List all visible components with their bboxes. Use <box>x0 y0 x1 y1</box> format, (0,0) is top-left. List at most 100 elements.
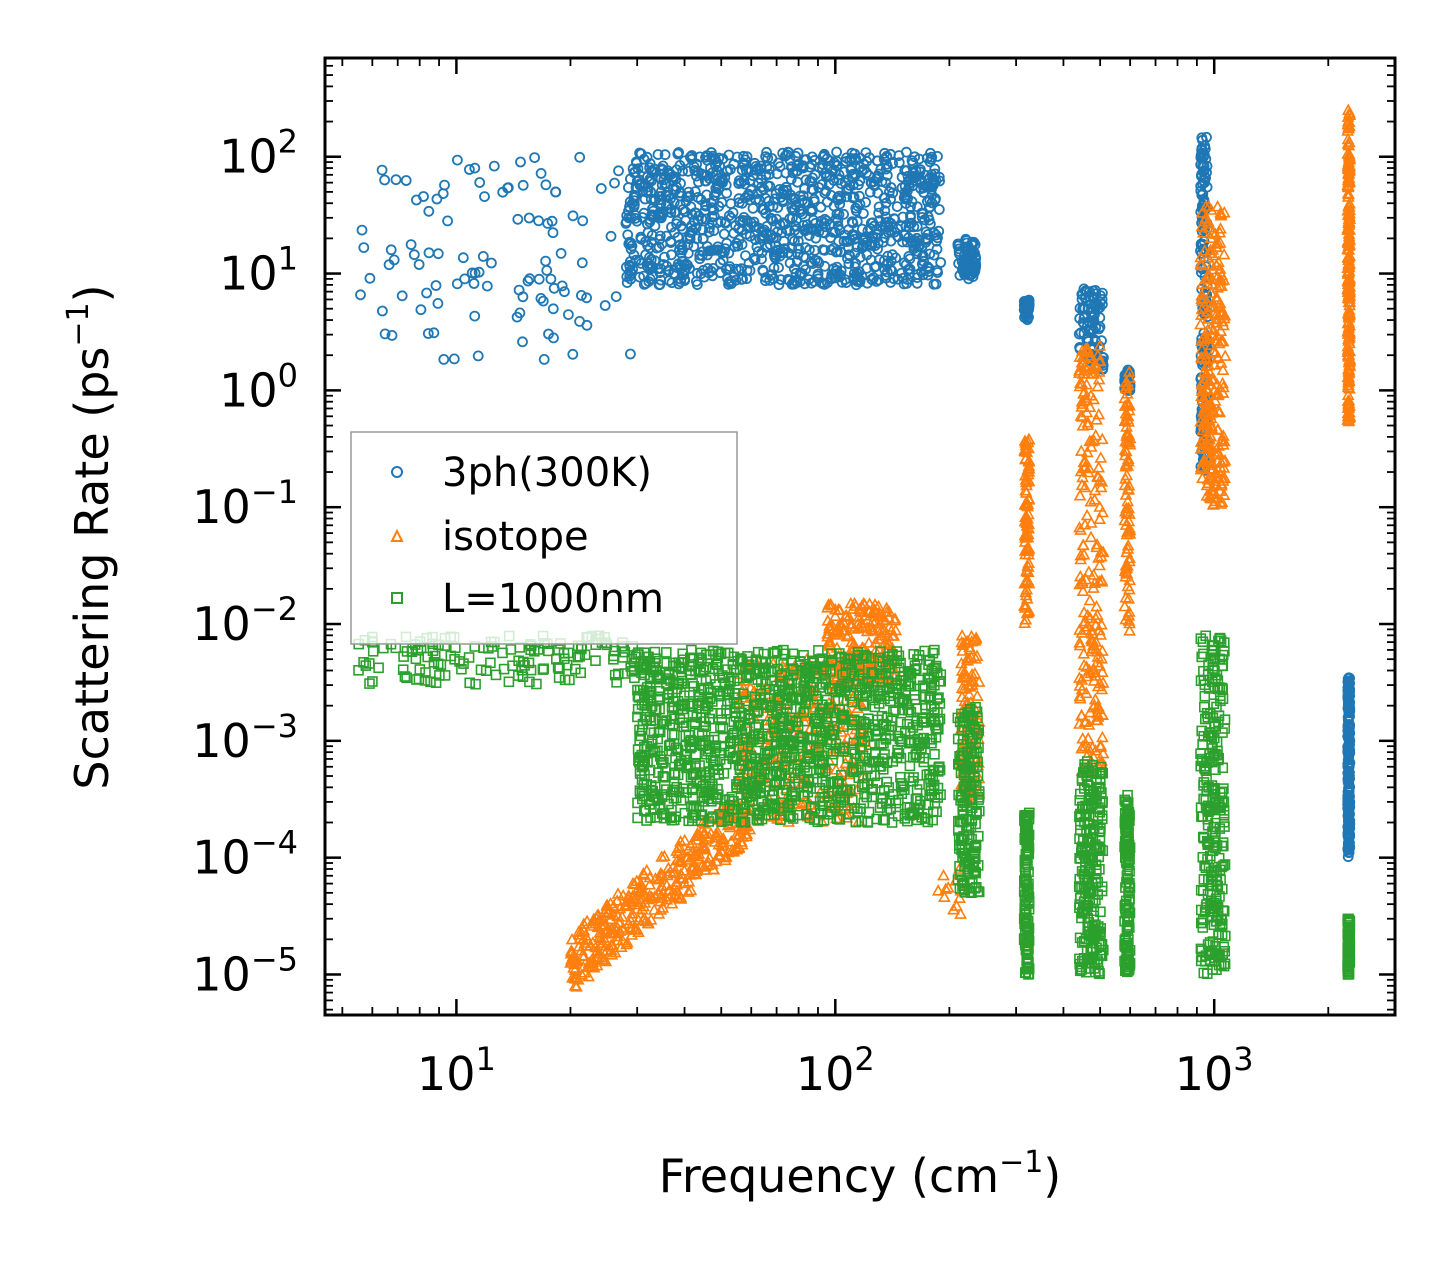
data-point <box>472 350 484 362</box>
data-point <box>767 215 779 227</box>
data-point <box>937 868 950 881</box>
data-point <box>804 244 815 256</box>
data-point <box>885 235 897 247</box>
data-point <box>800 154 812 165</box>
data-point <box>724 261 736 273</box>
data-point <box>916 211 928 223</box>
data-point <box>760 192 772 204</box>
data-point <box>723 247 735 259</box>
data-point <box>799 278 811 290</box>
data-point <box>929 194 941 206</box>
data-point <box>1022 548 1035 560</box>
data-point <box>844 620 858 632</box>
data-point <box>1019 475 1033 488</box>
data-point <box>566 971 579 983</box>
data-point <box>691 170 702 182</box>
data-point <box>696 842 710 854</box>
data-point <box>421 287 433 299</box>
data-point <box>797 194 808 206</box>
data-point <box>624 196 636 208</box>
data-point <box>1018 598 1032 610</box>
data-point <box>835 265 847 277</box>
data-point <box>682 239 694 251</box>
data-point <box>799 225 811 237</box>
data-point <box>457 252 469 264</box>
data-point <box>587 912 601 925</box>
data-point <box>644 913 658 925</box>
data-point <box>474 177 486 188</box>
data-point <box>813 257 825 269</box>
data-point <box>646 236 658 248</box>
data-point <box>758 204 770 216</box>
data-point <box>663 890 677 902</box>
data-point <box>866 606 880 618</box>
data-point <box>659 149 671 161</box>
data-point <box>795 161 807 173</box>
data-point <box>575 968 589 980</box>
data-point <box>833 208 845 220</box>
data-point <box>379 328 391 340</box>
data-point <box>757 265 769 277</box>
data-point <box>1343 820 1355 832</box>
data-point <box>1018 304 1030 316</box>
data-point <box>647 205 659 217</box>
data-point <box>459 273 471 285</box>
data-point <box>610 291 622 303</box>
data-point <box>716 247 728 259</box>
data-point <box>432 248 444 260</box>
data-point <box>656 164 668 176</box>
data-point <box>881 266 893 278</box>
data-point <box>709 210 720 222</box>
data-point <box>766 153 778 164</box>
data-point <box>781 149 793 161</box>
data-point <box>1073 636 1086 648</box>
data-point <box>438 353 450 365</box>
data-point <box>644 216 656 228</box>
data-point <box>1078 327 1090 339</box>
data-point <box>517 179 529 191</box>
data-point <box>538 353 550 365</box>
data-point <box>396 290 408 302</box>
data-point <box>928 278 940 290</box>
data-point <box>679 275 690 287</box>
data-point <box>626 876 640 889</box>
data-point <box>725 163 736 175</box>
data-point <box>880 163 892 175</box>
data-point <box>833 603 847 616</box>
data-point <box>708 835 722 847</box>
data-point <box>1080 341 1094 354</box>
data-point <box>649 194 661 206</box>
data-point <box>428 327 440 339</box>
data-point <box>364 272 376 284</box>
data-point <box>821 627 834 639</box>
data-point <box>806 183 818 195</box>
data-point <box>670 184 682 196</box>
data-point <box>698 827 712 839</box>
data-point <box>673 853 686 866</box>
data-point <box>956 671 969 683</box>
data-point <box>843 258 855 270</box>
data-point <box>965 629 978 642</box>
data-point <box>652 907 666 919</box>
data-point <box>1343 816 1354 828</box>
data-point <box>789 235 800 247</box>
data-point <box>670 206 682 218</box>
data-point <box>730 263 742 275</box>
data-point <box>903 263 914 275</box>
data-point <box>681 843 695 856</box>
data-point <box>535 167 547 179</box>
data-point <box>687 225 698 236</box>
data-point <box>716 197 728 208</box>
data-point <box>832 220 844 232</box>
data-point <box>815 201 827 213</box>
data-point <box>748 252 760 264</box>
data-point <box>888 614 902 626</box>
data-point <box>877 236 889 248</box>
data-point <box>844 250 856 262</box>
data-point <box>523 212 535 224</box>
data-point <box>1021 530 1035 543</box>
data-points <box>353 103 1357 992</box>
data-point <box>960 233 972 245</box>
data-point <box>908 234 920 246</box>
data-point <box>856 165 868 177</box>
